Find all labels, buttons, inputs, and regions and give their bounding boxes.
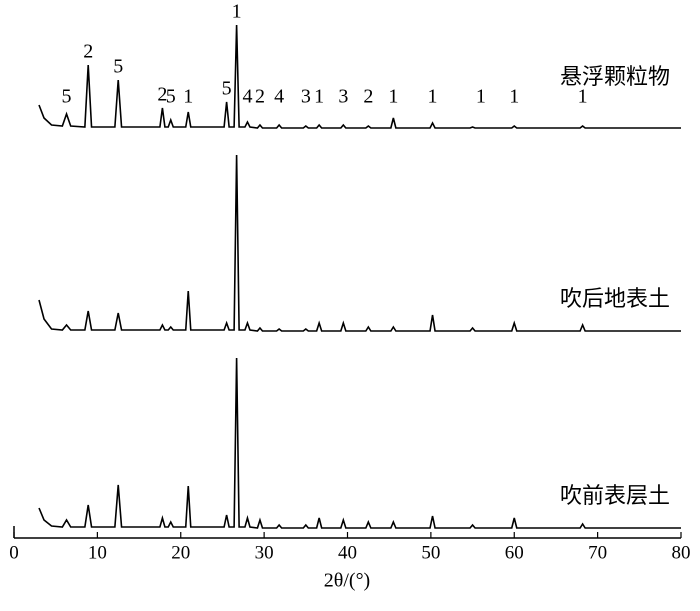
x-tick-label: 40 — [338, 542, 357, 563]
peak-label: 5 — [113, 56, 123, 78]
xrd-trace — [38, 24, 681, 129]
peak-label: 4 — [274, 86, 284, 108]
x-tick-label: 30 — [255, 542, 274, 563]
x-tick-label: 50 — [421, 542, 440, 563]
peak-label: 1 — [578, 86, 588, 108]
peak-label: 3 — [301, 86, 311, 108]
x-tick-label: 70 — [588, 542, 607, 563]
series-label: 吹前表层土 — [560, 484, 670, 509]
peak-label: 1 — [509, 86, 519, 108]
series-label: 悬浮颗粒物 — [560, 65, 670, 90]
x-axis-label: 2θ/(°) — [324, 570, 370, 592]
x-tick-label: 60 — [505, 542, 524, 563]
peak-label: 1 — [388, 86, 398, 108]
peak-label: 1 — [476, 86, 486, 108]
peak-label: 2 — [363, 86, 373, 108]
peak-label: 5 — [222, 78, 232, 100]
peak-label: 1 — [183, 86, 193, 108]
peak-label: 2 — [255, 86, 265, 108]
peak-label: 1 — [428, 86, 438, 108]
xrd-trace — [38, 154, 681, 332]
peak-label: 1 — [314, 86, 324, 108]
peak-label: 2 — [83, 41, 93, 63]
peak-label: 1 — [232, 1, 242, 23]
series-label: 吹后地表土 — [560, 287, 670, 312]
peak-label: 2 — [157, 84, 167, 106]
x-tick-label: 10 — [88, 542, 107, 563]
x-tick-label: 0 — [9, 542, 19, 563]
peak-label: 5 — [166, 86, 176, 108]
xrd-trace — [38, 357, 681, 529]
peak-label: 5 — [62, 86, 72, 108]
x-tick-label: 80 — [672, 542, 691, 563]
peak-label: 4 — [242, 86, 252, 108]
peak-label: 3 — [338, 86, 348, 108]
x-tick-label: 20 — [171, 542, 190, 563]
